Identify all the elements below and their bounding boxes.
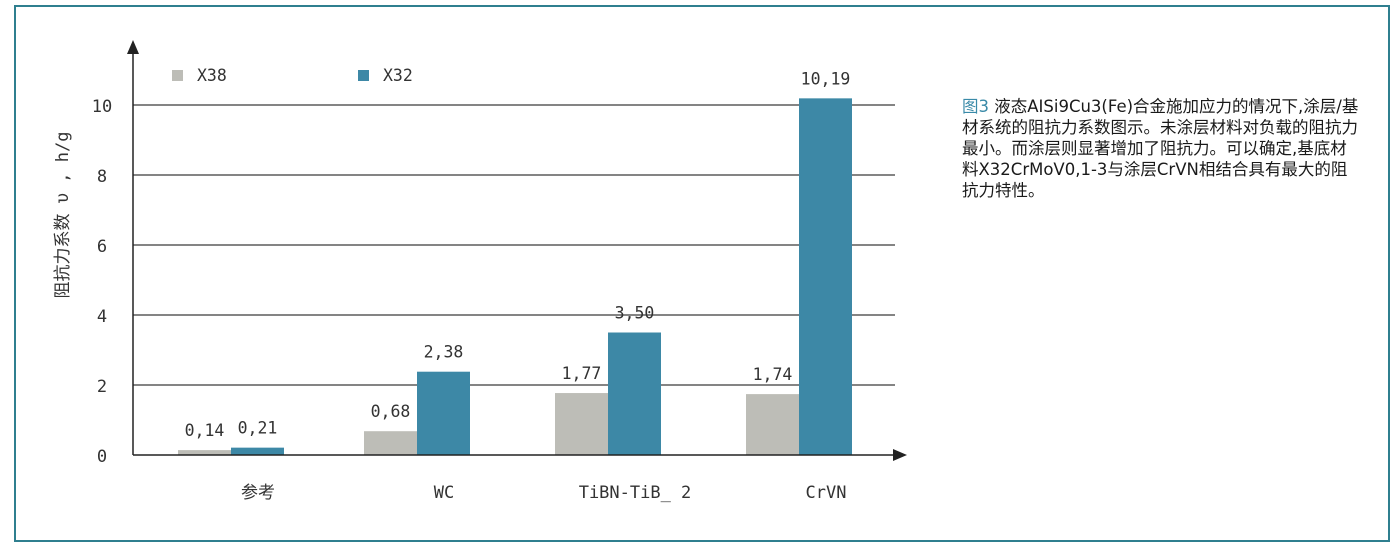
figure-number: 图3 [962, 97, 989, 116]
figure-caption: 图3 液态AISi9Cu3(Fe)合金施加应力的情况下,涂层/基材系统的阻抗力系… [962, 96, 1362, 201]
y-tick-label: 10 [92, 97, 112, 117]
x-tick-label: CrVN [806, 483, 847, 503]
data-label: 0,68 [371, 402, 411, 421]
x-tick-label: WC [434, 483, 454, 503]
y-tick-label: 0 [97, 447, 107, 467]
x-tick-label: TiBN-TiB_ 2 [579, 483, 692, 503]
data-label: 1,74 [753, 365, 793, 384]
bar-x38 [746, 394, 799, 455]
y-tick-label: 4 [97, 307, 107, 327]
data-label: 0,21 [238, 419, 278, 438]
gridlines [133, 104, 895, 386]
y-tick-label: 2 [97, 377, 107, 397]
data-label: 3,50 [615, 304, 655, 323]
y-axis-label: 阻抗力系数 υ , h/g [53, 132, 73, 299]
data-label: 0,14 [185, 421, 225, 440]
data-labels: 0,14 0,68 1,77 1,74 0,21 2,38 3,50 10,19 [185, 69, 851, 440]
y-tick-label: 8 [97, 167, 107, 187]
bar-chart: 0 2 4 6 8 10 参考 WC TiBN-TiB_ 2 CrVN 0,14 0,68 1,77 1… [53, 40, 907, 503]
y-tick-label: 6 [97, 237, 107, 257]
bar-x32 [608, 332, 661, 455]
bar-x38 [364, 431, 417, 455]
bar-x38 [178, 450, 231, 455]
bar-x38 [555, 393, 608, 455]
axes: 0 2 4 6 8 10 参考 WC TiBN-TiB_ 2 CrVN [92, 40, 907, 503]
data-label: 10,19 [801, 69, 851, 88]
legend-label: X38 [197, 66, 227, 85]
legend-swatch [172, 70, 183, 81]
bars [178, 98, 852, 455]
legend-swatch [358, 70, 369, 81]
legend: X38 X32 [172, 66, 413, 85]
figure-frame [14, 5, 1390, 542]
data-label: 2,38 [424, 343, 464, 362]
bar-x32 [231, 447, 284, 455]
x-tick-label: 参考 [241, 483, 275, 503]
legend-label: X32 [383, 66, 413, 85]
caption-text: 液态AISi9Cu3(Fe)合金施加应力的情况下,涂层/基材系统的阻抗力系数图示… [962, 97, 1359, 200]
x-axis-arrow [893, 449, 907, 461]
bar-x32 [799, 98, 852, 455]
data-label: 1,77 [562, 364, 602, 383]
bar-x32 [417, 371, 470, 455]
y-axis-arrow [127, 40, 139, 54]
